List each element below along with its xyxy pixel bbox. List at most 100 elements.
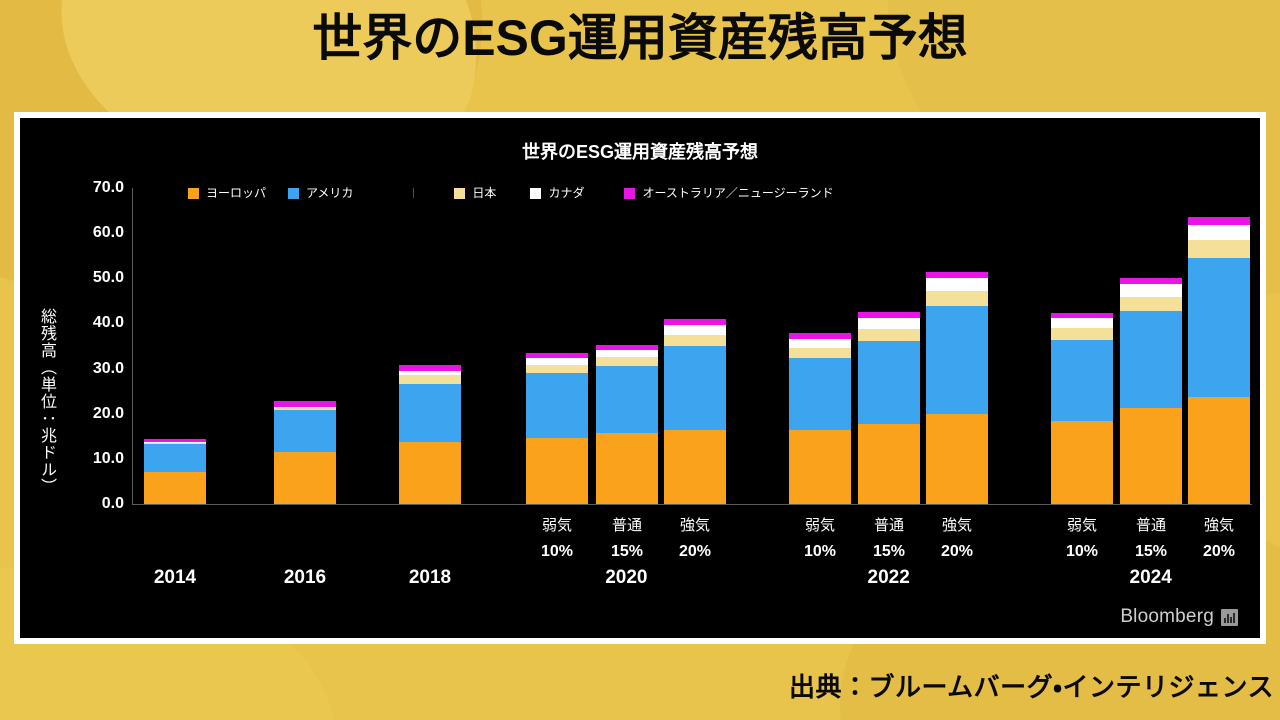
bar-segment [144, 439, 206, 443]
scenario-name: 普通 [873, 517, 904, 534]
bar-segment [1188, 217, 1250, 225]
bar-segment [274, 410, 336, 452]
scenario-label: 弱気 10% [541, 514, 573, 561]
legend-swatch-icon [624, 187, 636, 199]
bar-column[interactable] [274, 400, 336, 504]
bar-segment [789, 358, 851, 430]
bar-column[interactable] [1188, 217, 1250, 504]
legend-label: オーストラリア／ニュージーランド [642, 186, 834, 200]
year-label: 2020 [605, 567, 648, 588]
bar-segment [926, 305, 988, 414]
bar-segment [664, 335, 726, 347]
bar-segment [1120, 408, 1182, 504]
y-axis-tick-label: 70.0 [92, 179, 124, 196]
y-axis-tick-label: 60.0 [92, 224, 124, 242]
bar-column[interactable] [596, 344, 658, 504]
bar-column[interactable] [926, 271, 988, 504]
legend-item-5[interactable]: オーストラリア／ニュージーランド [624, 186, 834, 200]
brand-name: Bloomberg [1120, 606, 1214, 627]
y-axis-tick-label: 40.0 [92, 314, 124, 332]
chart-card: 世界のESG運用資産残高予想 ヨーロッパ アメリカ 日本 カナダ オーストラリア／ニュー… [14, 112, 1266, 644]
bar-segment [1120, 311, 1182, 409]
x-axis-line [132, 504, 1252, 505]
scenario-name: 強気 [1203, 517, 1234, 534]
scenario-name: 弱気 [1066, 517, 1097, 534]
legend-label: カナダ [548, 186, 585, 200]
bar-segment [858, 423, 920, 504]
bar-segment [1188, 258, 1250, 397]
bar-segment [1120, 284, 1182, 297]
scenario-rate: 20% [940, 543, 974, 560]
scenario-rate: 15% [1134, 543, 1168, 560]
y-axis-tick-label: 20.0 [92, 404, 124, 422]
bar-segment [664, 325, 726, 336]
plot-area [132, 188, 1254, 504]
year-label: 2018 [408, 567, 452, 588]
scenario-rate: 20% [1202, 543, 1236, 560]
bar-segment [1051, 318, 1113, 329]
bar-segment [399, 365, 461, 371]
scenario-label: 弱気 10% [1066, 514, 1098, 561]
scenario-rate: 15% [872, 543, 906, 560]
bloomberg-terminal-icon [1221, 608, 1238, 626]
year-label: 2024 [1129, 567, 1172, 588]
bar-segment [526, 364, 588, 374]
legend-item-4[interactable]: カナダ [530, 187, 584, 199]
bar-segment [926, 271, 988, 279]
bar-segment [858, 340, 920, 424]
bar-segment [664, 429, 726, 504]
y-axis-tick-label: 0.0 [101, 495, 124, 512]
bar-segment [664, 318, 726, 326]
bar-segment [926, 290, 988, 306]
bar-column[interactable] [1120, 277, 1182, 504]
bar-column[interactable] [399, 365, 461, 504]
scenario-label: 弱気 10% [804, 514, 836, 561]
year-label: 2014 [153, 567, 197, 588]
bar-column[interactable] [789, 333, 851, 504]
bar-segment [596, 365, 658, 434]
bar-segment [274, 406, 336, 409]
scenario-label: 普通 15% [873, 514, 905, 561]
bar-segment [596, 357, 658, 366]
bar-segment [789, 348, 851, 359]
bar-segment [274, 451, 336, 504]
chart-title: 世界のESG運用資産残高予想 [521, 142, 758, 162]
bar-segment [526, 357, 588, 365]
scenario-name: 弱気 [804, 517, 835, 534]
y-axis-tick-label: 10.0 [92, 449, 124, 467]
scenario-name: 普通 [1135, 517, 1166, 534]
bar-segment [858, 318, 920, 329]
bar-segment [858, 328, 920, 341]
bar-segment [144, 442, 206, 444]
bar-segment [596, 349, 658, 358]
bar-column[interactable] [858, 311, 920, 504]
bar-segment [144, 443, 206, 473]
scenario-rate: 15% [610, 543, 644, 560]
y-axis-tick-label: 50.0 [92, 269, 124, 287]
scenario-label: 普通 15% [1135, 514, 1167, 561]
bar-segment [926, 278, 988, 291]
bar-segment [789, 429, 851, 504]
year-label: 2022 [867, 567, 910, 588]
bar-segment [789, 338, 851, 349]
bar-column[interactable] [526, 353, 588, 504]
bar-segment [144, 472, 206, 504]
bar-segment [1188, 396, 1250, 504]
bar-column[interactable] [144, 439, 206, 504]
scenario-label: 強気 20% [679, 514, 711, 561]
scenario-name: 弱気 [541, 517, 572, 534]
bar-column[interactable] [1051, 312, 1113, 504]
bar-segment [526, 373, 588, 438]
legend-swatch-icon [530, 187, 542, 199]
bar-segment [274, 408, 336, 411]
bar-segment [274, 400, 336, 407]
bar-segment [526, 437, 588, 504]
bar-segment [596, 433, 658, 504]
scenario-rate: 20% [678, 543, 712, 560]
bar-column[interactable] [664, 318, 726, 504]
y-axis-tick-label: 30.0 [92, 359, 124, 377]
scenario-rate: 10% [803, 543, 837, 560]
scenario-rate: 10% [540, 543, 574, 560]
bar-segment [926, 413, 988, 504]
